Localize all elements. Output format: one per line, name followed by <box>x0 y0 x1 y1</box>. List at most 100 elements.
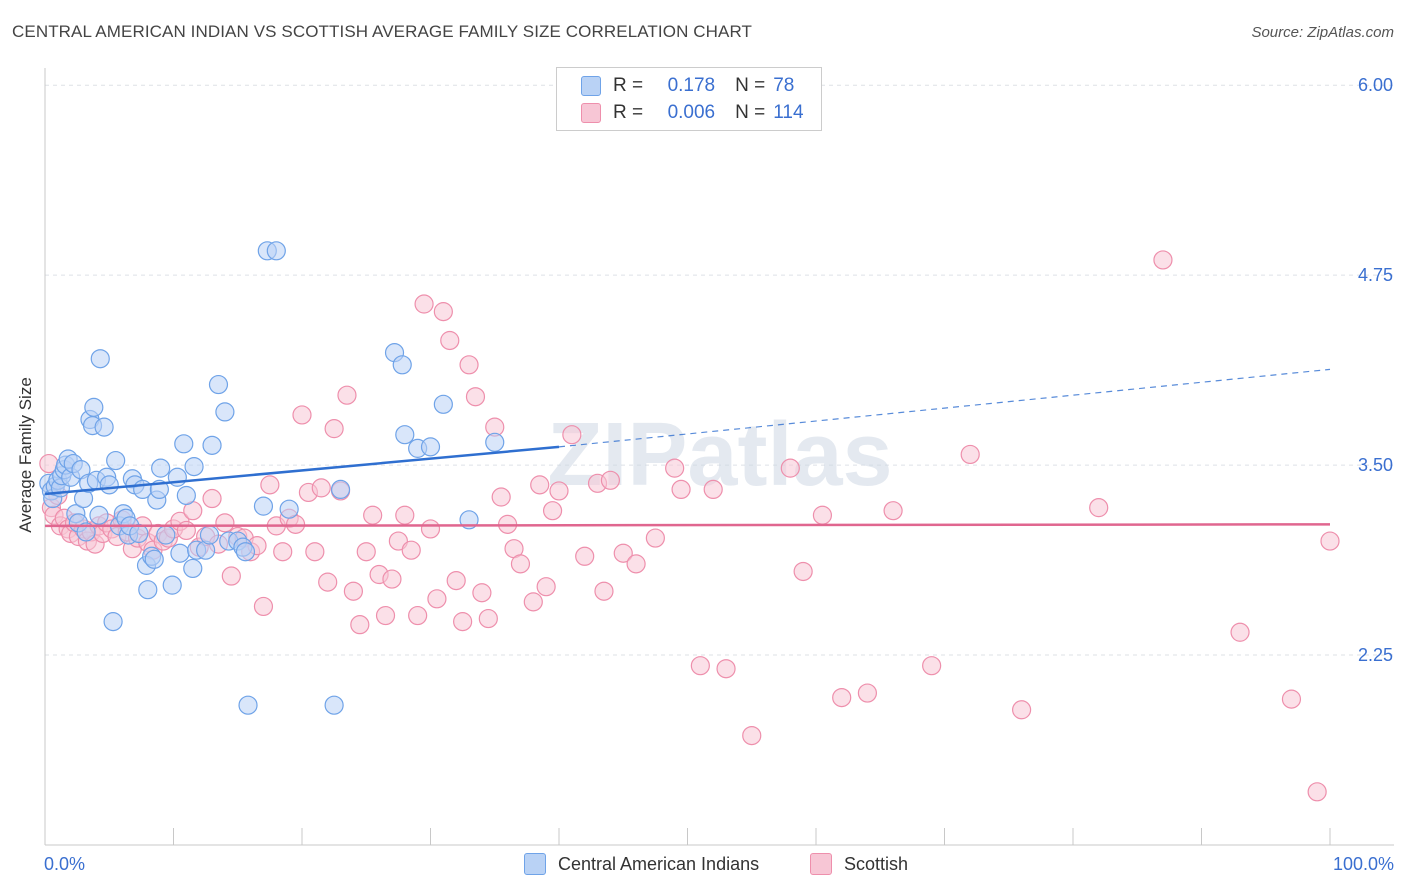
x-tick-labels: 0.0% 100.0% <box>44 854 1394 874</box>
trend-lines <box>44 368 1331 528</box>
r-label: R = <box>613 75 644 96</box>
y-tick-label: 3.50 <box>1358 455 1393 475</box>
scottish-point <box>530 475 550 495</box>
central-american-indian-point <box>392 355 412 375</box>
central-american-indian-point <box>184 457 204 477</box>
scottish-point <box>780 458 800 478</box>
scottish-point <box>408 605 428 626</box>
central-american-indian-point <box>176 485 196 506</box>
central-american-indian-point <box>103 612 123 632</box>
central-american-indian-point <box>162 575 182 595</box>
scottish-point <box>600 470 621 490</box>
scottish-points <box>39 250 1340 802</box>
central-american-indian-point <box>138 580 158 600</box>
scottish-point <box>472 583 492 603</box>
central-american-indian-point <box>266 241 286 261</box>
x-tick-label: 0.0% <box>44 854 85 874</box>
scottish-point <box>716 659 736 679</box>
scottish-point <box>375 605 396 626</box>
scottish-point <box>562 425 582 445</box>
y-tick-label: 6.00 <box>1358 75 1393 95</box>
scottish-trend-line <box>44 523 1331 528</box>
scottish-point <box>832 687 852 708</box>
pink-swatch <box>581 103 601 123</box>
central-american-indian-point <box>84 397 104 417</box>
scottish-point <box>459 355 479 375</box>
central-american-indian-point <box>76 522 96 542</box>
bottom-legend-central-american-indians: Central American Indians <box>524 852 759 876</box>
central-american-indian-point <box>129 523 149 544</box>
scottish-point <box>922 656 942 676</box>
central-american-indian-point <box>174 434 194 454</box>
scottish-point <box>292 405 312 425</box>
source-label: Source: ZipAtlas.com <box>1251 24 1394 41</box>
scottish-point <box>311 478 331 498</box>
central-american-indian-point <box>202 435 222 455</box>
scottish-point <box>793 561 813 582</box>
r-value: 0.178 <box>667 75 716 96</box>
central-american-indian-point <box>485 432 505 452</box>
scottish-point <box>857 683 878 703</box>
scottish-point <box>318 572 338 592</box>
scottish-point <box>305 542 325 562</box>
scottish-point <box>703 479 723 500</box>
central-american-indian-point <box>324 695 344 715</box>
scottish-point <box>401 540 421 560</box>
scottish-point <box>491 487 511 507</box>
n-label: N = <box>735 102 766 123</box>
central-american-indian-point <box>238 695 258 715</box>
scottish-point <box>1230 622 1250 642</box>
r-value: 0.006 <box>667 102 716 123</box>
scottish-point <box>575 546 595 566</box>
central-american-indian-trend-extension <box>558 368 1331 448</box>
scottish-point <box>176 520 196 541</box>
scottish-point <box>542 501 563 521</box>
scottish-point <box>594 581 614 601</box>
scottish-point <box>446 570 466 591</box>
central-american-indian-point <box>94 417 114 437</box>
scottish-point <box>465 387 486 407</box>
central-american-indian-trend-line <box>44 445 560 496</box>
central-american-indian-point <box>89 505 109 525</box>
y-tick-label: 2.25 <box>1358 645 1393 665</box>
scottish-point <box>665 458 685 478</box>
scottish-point <box>356 542 376 562</box>
scottish-point <box>1011 700 1032 720</box>
scottish-point <box>337 385 357 405</box>
scottish-point <box>427 589 447 609</box>
scottish-point <box>626 554 646 574</box>
r-label: R = <box>613 102 644 123</box>
central-american-indian-point <box>106 450 126 471</box>
scottish-point <box>420 519 441 539</box>
legend-row-scottish: R = 0.006 N = 114 <box>581 101 804 125</box>
central-american-indian-point <box>433 394 453 414</box>
central-american-indian-point <box>99 475 119 495</box>
central-american-indian-point <box>90 349 110 369</box>
scottish-point <box>1153 250 1173 270</box>
grid-lines <box>45 84 1394 656</box>
central-american-indian-point <box>330 479 351 500</box>
scottish-point <box>202 488 222 509</box>
blue-swatch <box>581 76 601 96</box>
scottish-point <box>273 542 293 562</box>
scottish-point <box>1320 531 1340 551</box>
scottish-point <box>221 566 241 586</box>
scottish-point <box>253 596 274 617</box>
scottish-point <box>215 513 235 533</box>
y-axis-label: Average Family Size <box>16 377 35 533</box>
scottish-point <box>350 615 370 635</box>
central-american-indian-point <box>199 525 220 545</box>
central-american-indian-point <box>215 402 235 422</box>
scottish-point <box>690 656 710 676</box>
central-american-indian-point <box>279 499 299 519</box>
n-value: 114 <box>773 102 804 123</box>
scottish-point <box>613 543 633 563</box>
scottish-point <box>883 501 903 521</box>
scottish-point <box>414 294 434 314</box>
central-american-indian-point <box>183 558 203 579</box>
bottom-legend-scottish: Scottish <box>810 852 908 876</box>
scottish-point <box>382 569 402 589</box>
central-american-indian-point <box>208 374 229 395</box>
scottish-point <box>1281 689 1302 709</box>
chart-title: CENTRAL AMERICAN INDIAN VS SCOTTISH AVER… <box>12 22 753 41</box>
